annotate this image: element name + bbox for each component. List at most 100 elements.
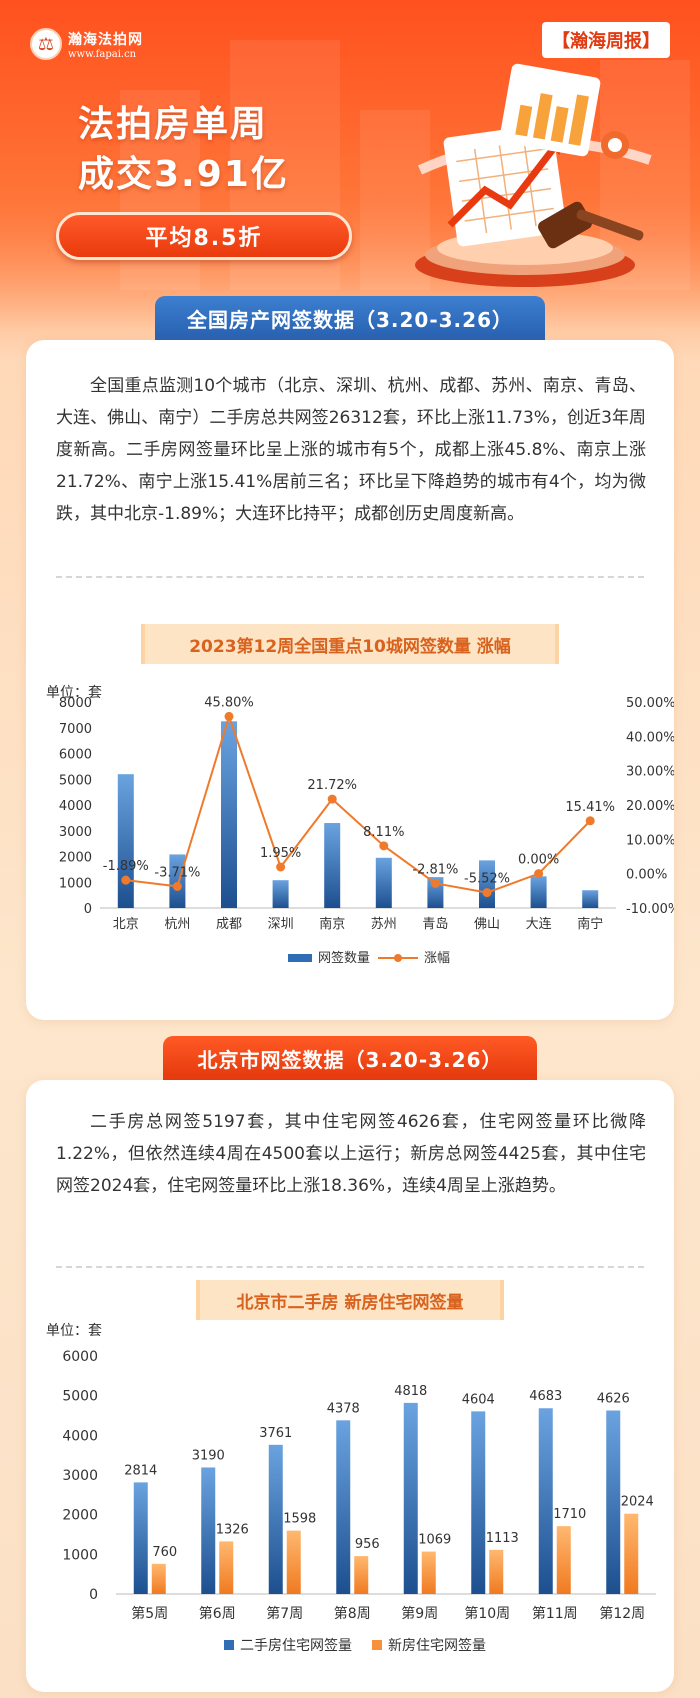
y-axis-tick-label: 3000 — [62, 1468, 98, 1484]
growth-point-南宁 — [585, 816, 595, 826]
bar-second-hand-第5周 — [133, 1482, 148, 1594]
bar-data-label: 3761 — [259, 1426, 292, 1441]
bar-data-label: 1710 — [553, 1507, 586, 1522]
bar-佛山 — [479, 860, 495, 908]
bar-data-label: 4818 — [394, 1384, 427, 1399]
bar-new-第5周 — [151, 1563, 166, 1594]
bar-new-第8周 — [354, 1556, 369, 1594]
bar-second-hand-第6周 — [201, 1467, 216, 1594]
x-axis-tick-label: 第9周 — [401, 1605, 438, 1622]
y-axis-tick-label: 1000 — [59, 876, 92, 891]
bar-杭州 — [169, 854, 186, 908]
growth-point-杭州 — [172, 881, 182, 891]
brand-logo[interactable]: ⚖ 瀚海法拍网 www.fapai.cn — [30, 28, 143, 60]
bar-new-第6周 — [219, 1541, 234, 1594]
y-axis-tick-label: 4000 — [59, 799, 92, 814]
average-discount-badge: 平均8.5折 — [56, 212, 352, 260]
bar-data-label: 4378 — [327, 1401, 360, 1416]
bar-second-hand-第12周 — [606, 1410, 621, 1594]
x-axis-tick-label: 第10周 — [464, 1605, 510, 1622]
chart-unit-label: 单位：套 — [46, 1323, 102, 1339]
divider — [56, 576, 644, 578]
x-axis-tick-label: 第8周 — [334, 1605, 371, 1622]
legend-line-marker — [394, 954, 402, 962]
divider — [56, 1266, 644, 1268]
growth-point-苏州 — [379, 841, 389, 851]
growth-data-label: -2.81% — [412, 862, 458, 877]
y2-axis-tick-label: 30.00% — [626, 765, 674, 780]
x-axis-tick-label: 南宁 — [577, 916, 603, 932]
bar-new-第7周 — [286, 1530, 301, 1594]
x-axis-tick-label: 南京 — [319, 916, 345, 932]
y2-axis-tick-label: 40.00% — [626, 730, 674, 745]
gavel-logo-icon: ⚖ — [30, 28, 62, 60]
section-title-beijing: 北京市网签数据（3.20-3.26） — [163, 1036, 537, 1080]
beijing-data-card: 二手房总网签5197套，其中住宅网签4626套，住宅网签量环比微降1.22%，但… — [26, 1080, 674, 1692]
growth-point-成都 — [224, 711, 234, 721]
growth-data-label: 0.00% — [518, 853, 559, 868]
chart-title-national: 2023第12周全国重点10城网签数量 涨幅 — [141, 624, 559, 664]
y-axis-tick-label: 0 — [84, 902, 92, 917]
bar-data-label: 1113 — [486, 1531, 519, 1546]
growth-data-label: -5.52% — [464, 872, 510, 887]
bar-data-label: 4604 — [462, 1392, 495, 1407]
legend-second-hand-swatch — [224, 1640, 234, 1650]
legend-bar-swatch — [288, 954, 312, 962]
bar-大连 — [530, 876, 547, 908]
beijing-summary-text: 二手房总网签5197套，其中住宅网签4626套，住宅网签量环比微降1.22%，但… — [56, 1112, 646, 1196]
y-axis-tick-label: 5000 — [59, 773, 92, 788]
bar-苏州 — [375, 857, 392, 908]
logo-url: www.fapai.cn — [68, 48, 137, 60]
bar-data-label: 1326 — [216, 1522, 249, 1537]
weekly-report-tag: 【瀚海周报】 — [542, 22, 670, 58]
y-axis-tick-label: 2000 — [62, 1508, 98, 1524]
x-axis-tick-label: 第11周 — [532, 1605, 578, 1622]
growth-data-label: 15.41% — [565, 800, 615, 815]
bar-data-label: 2814 — [124, 1463, 157, 1478]
bar-second-hand-第8周 — [336, 1420, 351, 1594]
x-axis-tick-label: 佛山 — [474, 917, 500, 932]
x-axis-tick-label: 杭州 — [164, 917, 190, 932]
growth-data-label: 1.95% — [260, 846, 301, 861]
y-axis-tick-label: 7000 — [59, 722, 92, 737]
x-axis-tick-label: 成都 — [216, 917, 242, 932]
growth-point-青岛 — [430, 878, 440, 888]
auction-chart-illustration-icon — [415, 63, 652, 287]
bar-data-label: 4683 — [529, 1389, 562, 1404]
y-axis-tick-label: 1000 — [62, 1547, 98, 1563]
national-summary-text: 全国重点监测10个城市（北京、深圳、杭州、成都、苏州、南京、青岛、大连、佛山、南… — [56, 376, 646, 524]
growth-rate-line — [125, 713, 591, 894]
bar-new-第12周 — [624, 1513, 639, 1594]
logo-name: 瀚海法拍网 — [68, 31, 143, 48]
bar-北京 — [117, 774, 134, 908]
legend-label: 新房住宅网签量 — [388, 1637, 486, 1654]
chart-unit-label: 单位：套 — [46, 685, 102, 701]
bar-new-第10周 — [489, 1549, 504, 1594]
y-axis-tick-label: 5000 — [62, 1389, 98, 1405]
y-axis-tick-label: 8000 — [59, 696, 92, 711]
legend-label: 二手房住宅网签量 — [240, 1637, 352, 1654]
growth-data-label: -3.71% — [154, 865, 200, 880]
y2-axis-tick-label: 20.00% — [626, 799, 674, 814]
growth-data-label: 21.72% — [307, 778, 357, 793]
legend-label: 涨幅 — [424, 951, 450, 966]
legend-new-swatch — [372, 1640, 382, 1650]
chart-title-beijing: 北京市二手房 新房住宅网签量 — [196, 1280, 504, 1320]
bar-second-hand-第11周 — [538, 1408, 553, 1594]
y2-axis-tick-label: 50.00% — [626, 696, 674, 711]
bar-second-hand-第7周 — [268, 1444, 283, 1594]
bar-data-label: 1069 — [418, 1533, 451, 1548]
bar-深圳 — [272, 880, 289, 908]
growth-point-深圳 — [276, 862, 286, 872]
growth-data-label: 8.11% — [363, 825, 404, 840]
growth-point-南京 — [327, 794, 337, 804]
x-axis-tick-label: 第6周 — [199, 1605, 236, 1622]
bar-成都 — [221, 721, 237, 908]
section-title-national: 全国房产网签数据（3.20-3.26） — [155, 296, 545, 340]
x-axis-tick-label: 第7周 — [266, 1605, 303, 1622]
bar-data-label: 956 — [355, 1537, 380, 1552]
bar-data-label: 760 — [152, 1545, 177, 1560]
bar-data-label: 1598 — [283, 1512, 316, 1527]
growth-point-佛山 — [482, 888, 492, 898]
y-axis-tick-label: 0 — [89, 1587, 98, 1603]
